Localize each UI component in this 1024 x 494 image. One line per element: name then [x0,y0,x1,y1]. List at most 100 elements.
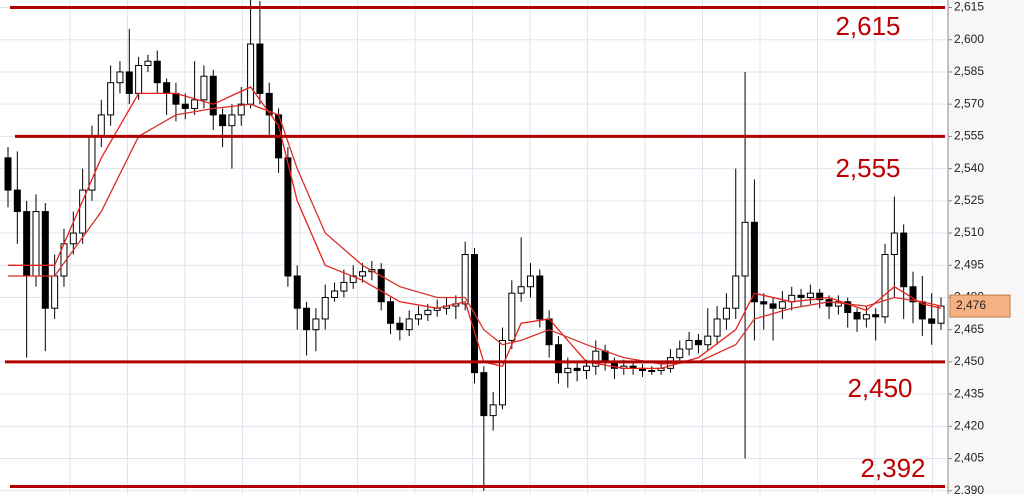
candle-body [359,271,367,277]
candle-body [834,301,842,307]
candle-body [881,254,889,318]
candle-body [741,221,749,277]
candle-body [321,296,329,320]
candle-body [284,157,292,277]
y-tick-label: 2,570 [954,96,984,110]
candle-body [900,232,908,288]
candle-body [844,301,852,314]
candle-body [816,292,824,301]
candle-body [676,348,684,359]
candle-body [909,286,917,303]
level-label: 2,615 [835,11,900,41]
y-tick-label: 2,510 [954,225,984,239]
level-label: 2,392 [860,453,925,483]
y-tick-label: 2,525 [954,193,984,207]
candle-body [396,322,404,331]
candle-body [928,318,936,324]
candle-body [228,114,236,127]
candle-body [163,82,171,94]
candle-body [69,232,77,245]
candle-body [340,281,348,292]
candle-body [601,350,609,363]
candle-body [331,290,339,298]
plot-area [0,0,948,494]
moving-average [8,86,942,370]
candle-body [498,339,506,406]
candle-body [415,314,423,320]
candle-body [107,82,115,116]
candle-body [377,269,385,303]
candle-body [13,189,21,213]
candle-body [489,404,497,417]
candle-body [778,301,786,309]
y-tick-label: 2,420 [954,419,984,433]
candle-body [247,43,255,105]
moving-average [8,103,942,365]
candle-body [191,99,199,109]
y-tick-label: 2,450 [954,354,984,368]
candle-body [209,75,217,116]
candle-body [536,275,544,320]
candle-body [172,92,180,105]
candle-body [825,299,833,307]
y-tick-label: 2,465 [954,322,984,336]
candle-body [265,92,273,116]
candle-body [554,344,562,374]
candle-body [526,275,534,288]
candle-body [797,294,805,298]
candle-body [564,367,572,374]
candle-body [685,339,693,350]
candle-body [480,372,488,417]
candle-body [79,189,87,234]
candle-body [760,301,768,305]
candle-body [573,367,581,371]
candle-body [517,286,525,294]
y-tick-label: 2,555 [954,129,984,143]
candle-body [750,221,758,303]
y-tick-label: 2,540 [954,161,984,175]
y-tick-label: 2,495 [954,257,984,271]
candle-body [200,75,208,101]
candle-body [125,71,133,94]
level-label: 2,450 [847,373,912,403]
candle-body [135,65,143,94]
candle-body [648,370,656,372]
candle-body [806,292,814,298]
y-tick-label: 2,600 [954,32,984,46]
candle-body [181,103,189,109]
last-price-label: 2,476 [956,298,986,312]
candle-body [97,114,105,137]
candle-body [508,292,516,341]
candle-body [256,43,264,94]
candle-body [303,307,311,331]
candle-body [862,314,870,320]
candle-body [387,301,395,324]
candle-body [237,103,245,116]
last-price-box [949,294,1011,318]
candle-body [461,254,469,305]
candle-body [545,318,553,346]
candle-body [769,303,777,309]
candle-body [4,157,12,191]
candle-body [937,305,945,324]
candle-body [312,318,320,331]
axis-area [948,0,1024,494]
candle-body [853,312,861,320]
candle-body [732,275,740,309]
level-label: 2,555 [835,153,900,183]
candle-body [890,232,898,256]
candle-body [41,211,49,309]
candle-body [51,275,59,309]
candle-body [23,211,31,277]
candle-body [293,275,301,309]
candle-body [722,307,730,320]
candle-body [424,309,432,316]
candle-body [405,318,413,331]
candle-body [694,339,702,346]
y-tick-label: 2,585 [954,64,984,78]
candle-body [582,365,590,371]
y-tick-label: 2,435 [954,386,984,400]
candle-body [32,211,40,277]
